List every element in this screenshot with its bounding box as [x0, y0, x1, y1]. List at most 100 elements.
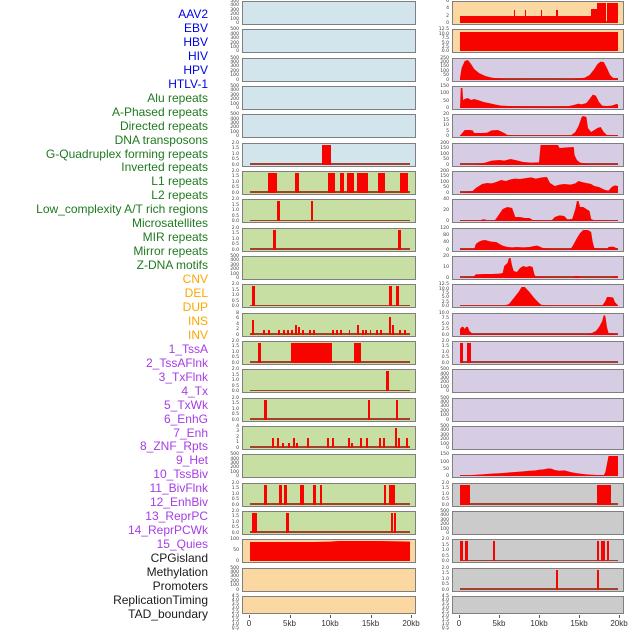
- y-tick: 0: [236, 105, 239, 111]
- y-tick: 1.0: [441, 621, 449, 627]
- y-tick: 1.0: [231, 293, 239, 299]
- track-plot-11-bivflnk: [460, 342, 618, 363]
- y-axis-ticks-dup: 4.54.03.53.02.52.01.51.00.50.0: [209, 594, 239, 630]
- y-tick: 500: [230, 83, 239, 89]
- y-tick: 10: [443, 264, 449, 270]
- baseline: [250, 304, 410, 307]
- red-bar: [306, 437, 309, 448]
- y-axis-ticks-8-znf-rpts: 20 10 0: [419, 254, 449, 281]
- y-tick: 0.5: [231, 412, 239, 418]
- y-axis-ticks-5-txwk: 200 150 100 50 0: [419, 169, 449, 196]
- y-tick: 200: [230, 578, 239, 584]
- track-plot-del: [250, 570, 410, 590]
- y-tick: 100: [440, 91, 449, 97]
- red-bar: [340, 172, 345, 193]
- track-label-5-txwk: 5_TxWk: [163, 397, 208, 412]
- track-plot-7-enh: [460, 229, 618, 250]
- y-tick: 3.0: [441, 605, 449, 611]
- track-plot-dup: [250, 598, 410, 612]
- y-tick: 5: [446, 128, 449, 134]
- red-area: [460, 229, 618, 250]
- y-tick: 0: [446, 190, 449, 196]
- baseline: [460, 134, 618, 137]
- y-tick: 100: [230, 44, 239, 50]
- y-tick: 200: [440, 522, 449, 528]
- y-tick: 2.0: [441, 565, 449, 571]
- x-axis-tick-mark: [370, 615, 372, 618]
- y-axis-ticks-hpv: 500 400 300 200 100 0: [209, 112, 239, 140]
- red-bar: [460, 541, 464, 562]
- y-tick: 0.5: [231, 185, 239, 191]
- y-tick: 200: [440, 380, 449, 386]
- y-tick: 2.5: [441, 44, 449, 50]
- y-tick: 0: [446, 417, 449, 423]
- y-tick: 1.0: [441, 576, 449, 582]
- y-tick: 2: [236, 327, 239, 333]
- red-bar: [392, 484, 395, 505]
- track-panel-inv: [452, 29, 624, 54]
- y-tick: 10: [443, 123, 449, 129]
- red-bar: [279, 484, 282, 505]
- red-bar: [362, 329, 364, 335]
- y-tick: 4: [236, 321, 239, 327]
- track-label-hbv: HBV: [183, 34, 208, 49]
- y-tick: 0.5: [231, 497, 239, 503]
- baseline: [460, 361, 618, 363]
- y-tick: 0: [236, 474, 239, 480]
- red-bar: [360, 437, 363, 448]
- y-tick: 1.0: [231, 179, 239, 185]
- y-tick: 2: [236, 434, 239, 440]
- red-bar: [288, 442, 291, 448]
- x-axis-label-right-10kb: 10kb: [530, 619, 548, 628]
- y-tick: 500: [230, 55, 239, 61]
- track-plot-10-tssbiv: [460, 314, 618, 335]
- x-axis-tick-mark: [459, 615, 460, 618]
- red-bar: [263, 329, 266, 335]
- track-plot-6-enhg: [460, 201, 618, 222]
- y-tick: 100: [440, 384, 449, 390]
- y-tick: 400: [230, 456, 239, 462]
- y-tick: 0.5: [231, 298, 239, 304]
- red-bar: [398, 437, 401, 448]
- y-axis-ticks-tad-boundary: 4.54.03.53.02.52.01.51.00.50.0: [419, 594, 449, 630]
- y-axis-ticks-7-enh: 120 80 40 0: [419, 226, 449, 253]
- red-bar: [392, 324, 395, 335]
- y-tick: 100: [440, 459, 449, 465]
- track-panel-cnv: [242, 539, 416, 564]
- baseline: [250, 219, 410, 222]
- track-panel-dna-transposons: [242, 255, 416, 280]
- red-bar: [375, 329, 378, 335]
- red-bar: [299, 484, 305, 505]
- red-bar: [336, 329, 338, 335]
- track-panel-9-het: [452, 284, 624, 309]
- red-bar: [310, 201, 314, 222]
- y-tick: 400: [440, 513, 449, 519]
- y-tick: 0.0: [441, 587, 449, 593]
- y-tick: 0.0: [441, 332, 449, 338]
- y-tick: 0: [236, 445, 239, 451]
- track-label-promoters: Promoters: [152, 578, 208, 593]
- y-tick: 2.0: [441, 480, 449, 486]
- y-tick: 7.5: [441, 36, 449, 42]
- y-axis-ticks-l1-repeats: 2.0 1.5 1.0 0.5 0.0: [209, 338, 239, 366]
- red-bar: [291, 329, 294, 335]
- track-panel-microsatellites: [242, 425, 416, 450]
- y-tick: 500: [230, 112, 239, 118]
- y-axis-ticks-6-enhg: 40 20 0: [419, 197, 449, 224]
- red-area: [460, 116, 618, 137]
- track-plot-g-quadruplex-forming-repeats: [250, 286, 410, 307]
- red-bar: [313, 484, 316, 505]
- track-panel-ins: [452, 1, 624, 25]
- y-tick: 500: [440, 395, 449, 401]
- baseline: [460, 559, 618, 562]
- y-tick: 150: [440, 83, 449, 89]
- baseline: [250, 333, 410, 335]
- y-tick: 6: [236, 316, 239, 322]
- y-tick: 2.0: [231, 338, 239, 344]
- red-bar: [291, 342, 332, 363]
- y-axis-ticks-a-phased-repeats: 2.0 1.5 1.0 0.5 0.0: [209, 197, 239, 224]
- y-tick: 150: [440, 174, 449, 180]
- y-tick: 400: [440, 428, 449, 434]
